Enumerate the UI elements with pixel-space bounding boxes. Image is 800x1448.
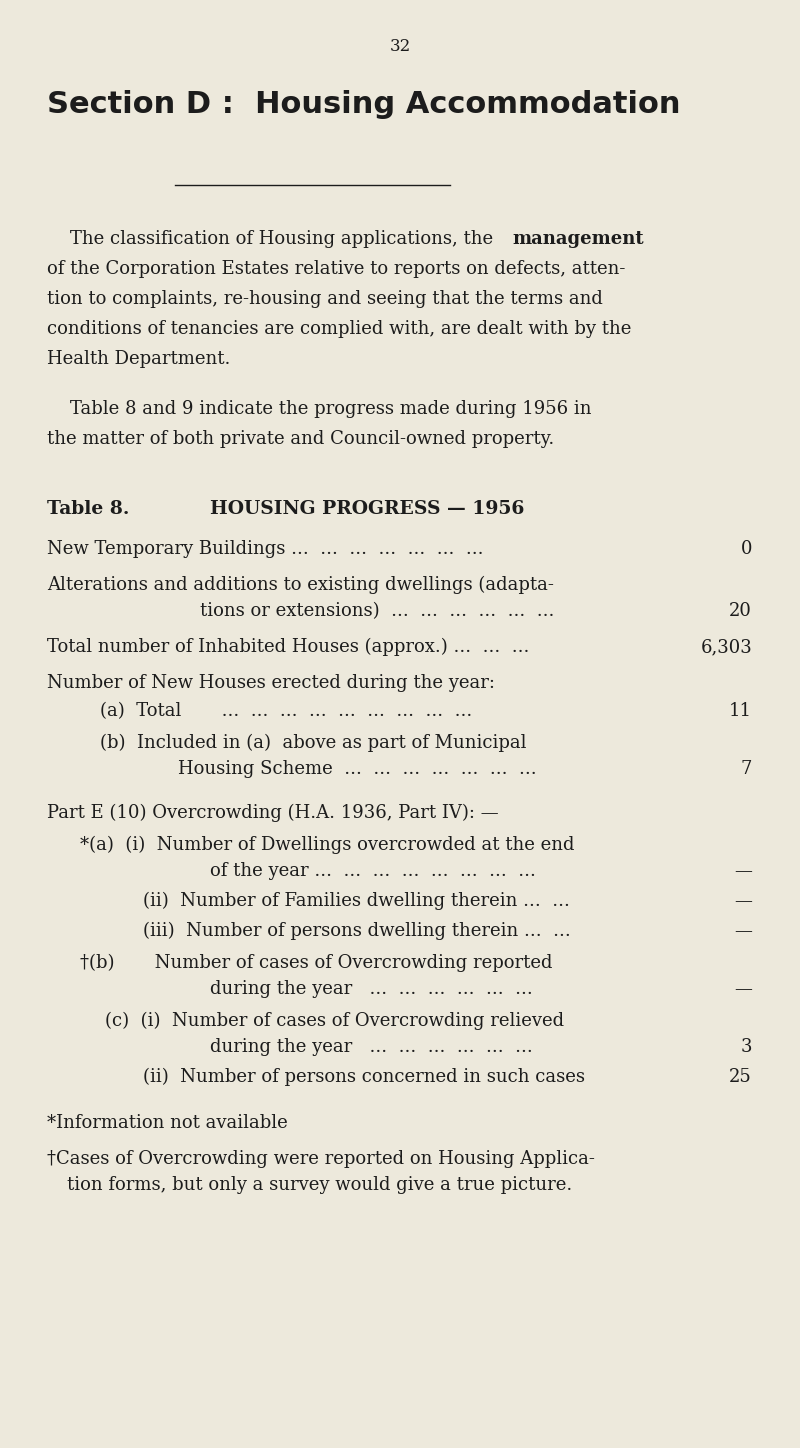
Text: conditions of tenancies are complied with, are dealt with by the: conditions of tenancies are complied wit… [47,320,631,337]
Text: Alterations and additions to existing dwellings (adapta-: Alterations and additions to existing dw… [47,576,554,594]
Text: —: — [734,922,752,940]
Text: (a)  Total       ...  ...  ...  ...  ...  ...  ...  ...  ...: (a) Total ... ... ... ... ... ... ... ..… [100,702,472,720]
Text: 3: 3 [741,1038,752,1056]
Text: (ii)  Number of Families dwelling therein ...  ...: (ii) Number of Families dwelling therein… [143,892,570,911]
Text: 25: 25 [730,1069,752,1086]
Text: 32: 32 [390,38,410,55]
Text: tion to complaints, re-housing and seeing that the terms and: tion to complaints, re-housing and seein… [47,290,603,308]
Text: Health Department.: Health Department. [47,350,230,368]
Text: during the year   ...  ...  ...  ...  ...  ...: during the year ... ... ... ... ... ... [210,1038,533,1056]
Text: 11: 11 [729,702,752,720]
Text: *Information not available: *Information not available [47,1114,288,1132]
Text: 0: 0 [741,540,752,557]
Text: New Temporary Buildings ...  ...  ...  ...  ...  ...  ...: New Temporary Buildings ... ... ... ... … [47,540,483,557]
Text: Table 8.: Table 8. [47,500,130,518]
Text: Table 8 and 9 indicate the progress made during 1956 in: Table 8 and 9 indicate the progress made… [47,400,591,418]
Text: Section D :  Housing Accommodation: Section D : Housing Accommodation [47,90,681,119]
Text: —: — [734,862,752,880]
Text: (ii)  Number of persons concerned in such cases: (ii) Number of persons concerned in such… [143,1069,585,1086]
Text: —: — [734,980,752,998]
Text: tion forms, but only a survey would give a true picture.: tion forms, but only a survey would give… [67,1176,572,1195]
Text: —: — [734,892,752,909]
Text: †(b)       Number of cases of Overcrowding reported: †(b) Number of cases of Overcrowding rep… [80,954,553,972]
Text: of the Corporation Estates relative to reports on defects, atten-: of the Corporation Estates relative to r… [47,261,626,278]
Text: Housing Scheme  ...  ...  ...  ...  ...  ...  ...: Housing Scheme ... ... ... ... ... ... .… [178,760,537,778]
Text: the matter of both private and Council-owned property.: the matter of both private and Council-o… [47,430,554,447]
Text: (iii)  Number of persons dwelling therein ...  ...: (iii) Number of persons dwelling therein… [143,922,570,940]
Text: tions or extensions)  ...  ...  ...  ...  ...  ...: tions or extensions) ... ... ... ... ...… [200,602,554,620]
Text: Part E (10) Overcrowding (H.A. 1936, Part IV): —: Part E (10) Overcrowding (H.A. 1936, Par… [47,804,498,822]
Text: 20: 20 [729,602,752,620]
Text: Number of New Houses erected during the year:: Number of New Houses erected during the … [47,673,495,692]
Text: The classification of Housing applications, the: The classification of Housing applicatio… [47,230,499,248]
Text: (c)  (i)  Number of cases of Overcrowding relieved: (c) (i) Number of cases of Overcrowding … [105,1012,564,1030]
Text: of the year ...  ...  ...  ...  ...  ...  ...  ...: of the year ... ... ... ... ... ... ... … [210,862,536,880]
Text: HOUSING PROGRESS — 1956: HOUSING PROGRESS — 1956 [210,500,524,518]
Text: management: management [512,230,644,248]
Text: (b)  Included in (a)  above as part of Municipal: (b) Included in (a) above as part of Mun… [100,734,526,753]
Text: 6,303: 6,303 [700,639,752,656]
Text: †Cases of Overcrowding were reported on Housing Applica-: †Cases of Overcrowding were reported on … [47,1150,595,1169]
Text: during the year   ...  ...  ...  ...  ...  ...: during the year ... ... ... ... ... ... [210,980,533,998]
Text: Total number of Inhabited Houses (approx.) ...  ...  ...: Total number of Inhabited Houses (approx… [47,639,530,656]
Text: *(a)  (i)  Number of Dwellings overcrowded at the end: *(a) (i) Number of Dwellings overcrowded… [80,835,574,854]
Text: 7: 7 [741,760,752,778]
